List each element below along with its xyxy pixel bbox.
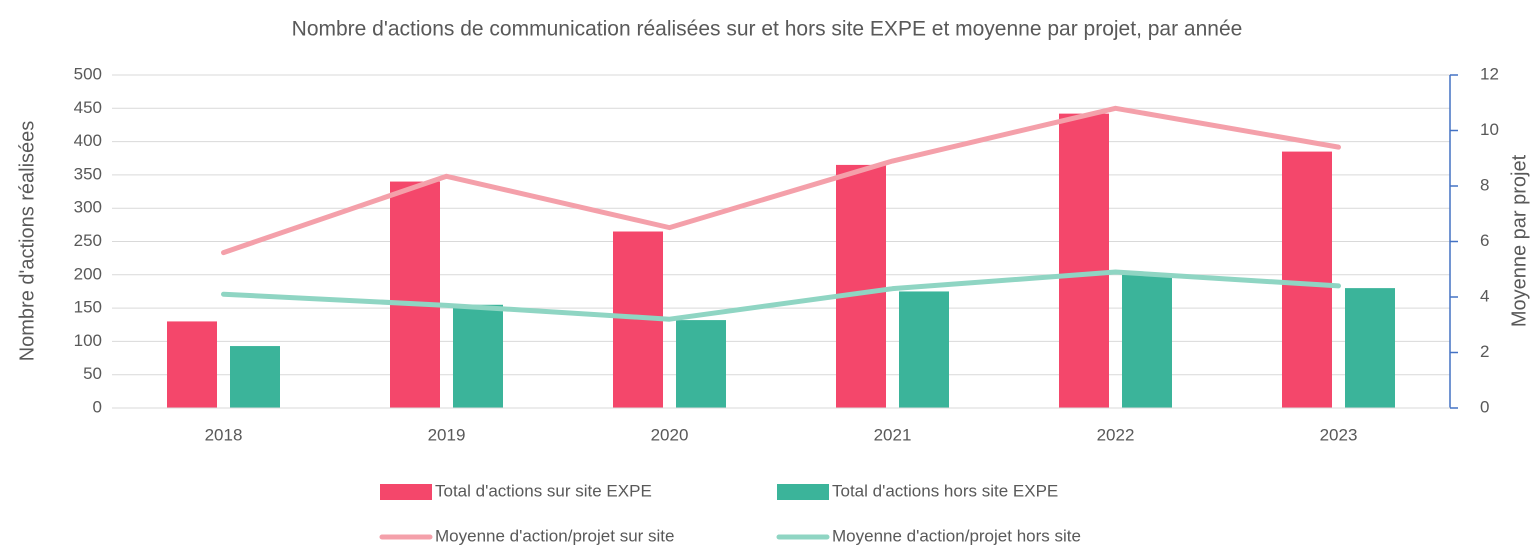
x-tick-label: 2021 bbox=[874, 425, 912, 444]
y-tick-label: 100 bbox=[74, 331, 102, 350]
y2-tick-label: 8 bbox=[1480, 175, 1489, 194]
line-series bbox=[221, 269, 1341, 322]
bar bbox=[1059, 113, 1109, 409]
y-tick-label: 500 bbox=[74, 64, 102, 83]
y-tick-label: 300 bbox=[74, 198, 102, 217]
bar bbox=[390, 181, 440, 408]
bar bbox=[1345, 288, 1395, 408]
bar bbox=[1122, 274, 1172, 408]
y2-tick-label: 10 bbox=[1480, 120, 1499, 139]
y2-axis-title: Moyenne par projet bbox=[1508, 154, 1530, 327]
x-tick-label: 2018 bbox=[205, 425, 243, 444]
bar bbox=[836, 164, 886, 408]
x-tick-label: 2020 bbox=[651, 425, 689, 444]
y2-tick-label: 12 bbox=[1480, 64, 1499, 83]
x-tick-label: 2022 bbox=[1097, 425, 1135, 444]
legend-label: Moyenne d'action/projet sur site bbox=[435, 526, 675, 545]
y-tick-label: 350 bbox=[74, 164, 102, 183]
chart-title: Nombre d'actions de communication réalis… bbox=[292, 18, 1243, 41]
legend-swatch bbox=[380, 484, 432, 500]
y-tick-label: 150 bbox=[74, 298, 102, 317]
x-tick-label: 2023 bbox=[1320, 425, 1358, 444]
legend-label: Total d'actions sur site EXPE bbox=[435, 481, 652, 500]
y-tick-label: 250 bbox=[74, 231, 102, 250]
bar bbox=[453, 304, 503, 408]
line-series bbox=[221, 105, 1341, 256]
y2-tick-label: 0 bbox=[1480, 397, 1489, 416]
bar bbox=[230, 346, 280, 408]
y-tick-label: 400 bbox=[74, 131, 102, 150]
y-tick-label: 450 bbox=[74, 98, 102, 117]
bar bbox=[676, 320, 726, 408]
y2-tick-label: 6 bbox=[1480, 231, 1489, 250]
bar bbox=[167, 321, 217, 408]
y2-tick-label: 2 bbox=[1480, 342, 1489, 361]
x-tick-label: 2019 bbox=[428, 425, 466, 444]
legend-label: Moyenne d'action/projet hors site bbox=[832, 526, 1081, 545]
y-axis-title: Nombre d'actions réalisées bbox=[16, 121, 38, 362]
y-tick-label: 0 bbox=[93, 397, 102, 416]
legend-label: Total d'actions hors site EXPE bbox=[832, 481, 1058, 500]
legend-swatch bbox=[777, 484, 829, 500]
bar bbox=[899, 291, 949, 408]
y-tick-label: 200 bbox=[74, 264, 102, 283]
bar bbox=[1282, 151, 1332, 408]
y2-tick-label: 4 bbox=[1480, 286, 1489, 305]
y-tick-label: 50 bbox=[83, 364, 102, 383]
